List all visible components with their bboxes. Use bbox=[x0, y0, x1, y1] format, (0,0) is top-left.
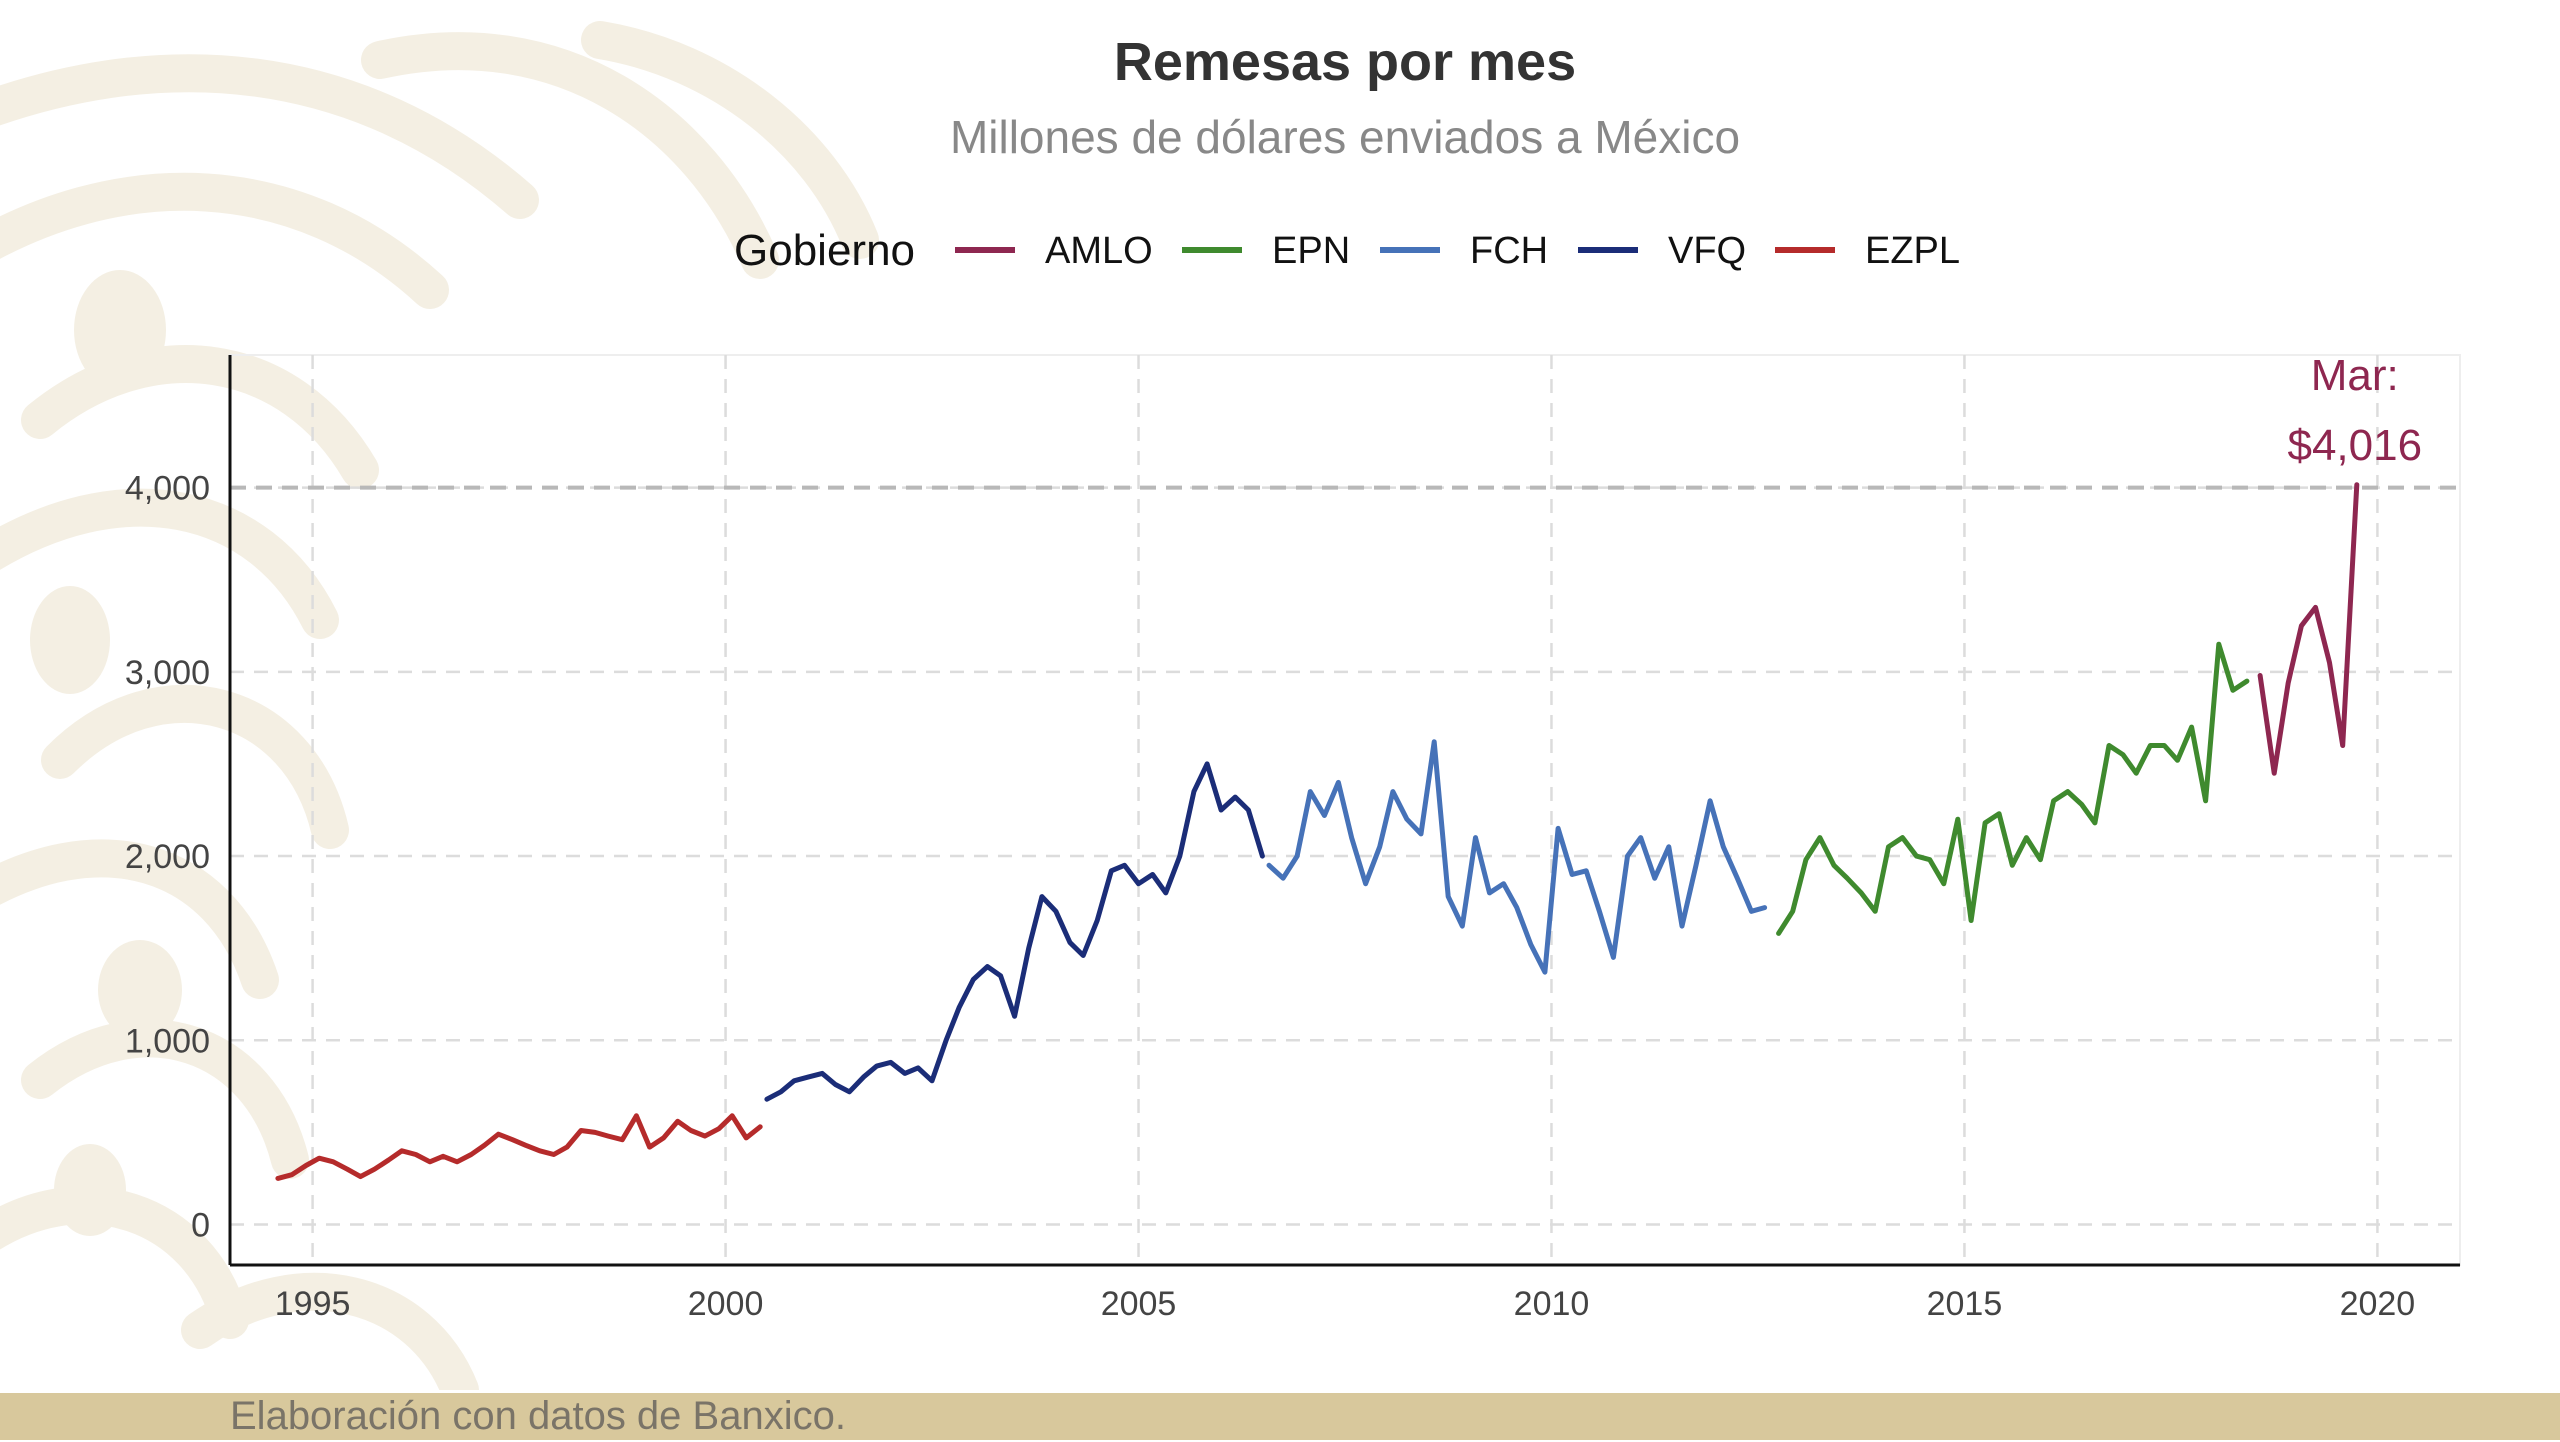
x-tick-label: 2020 bbox=[2340, 1285, 2416, 1323]
x-tick-label: 2010 bbox=[1514, 1285, 1590, 1323]
legend-label-vfq: VFQ bbox=[1668, 230, 1746, 272]
legend-item-ezpl: EZPL bbox=[1775, 230, 1960, 272]
annotation-label: Mar: bbox=[2311, 351, 2399, 400]
series-line-fch bbox=[1266, 739, 1768, 975]
legend-label-epn: EPN bbox=[1272, 230, 1350, 272]
y-tick-label: 3,000 bbox=[125, 654, 210, 692]
y-tick-label: 2,000 bbox=[125, 838, 210, 876]
legend-label-fch: FCH bbox=[1470, 230, 1548, 272]
annotation-value: $4,016 bbox=[2287, 421, 2422, 470]
chart-subtitle: Millones de dólares enviados a México bbox=[950, 111, 1740, 163]
legend-title: Gobierno bbox=[734, 226, 915, 275]
background-eagle-watermark bbox=[0, 21, 879, 1390]
source-note: Elaboración con datos de Banxico. bbox=[230, 1394, 846, 1438]
legend-item-epn: EPN bbox=[1182, 230, 1350, 272]
series-line-amlo bbox=[2257, 482, 2360, 776]
legend-item-fch: FCH bbox=[1380, 230, 1548, 272]
x-tick-label: 2005 bbox=[1101, 1285, 1177, 1323]
y-tick-label: 1,000 bbox=[125, 1022, 210, 1060]
chart-title: Remesas por mes bbox=[1114, 32, 1576, 92]
y-tick-label: 4,000 bbox=[125, 470, 210, 508]
legend-label-ezpl: EZPL bbox=[1865, 230, 1960, 272]
x-tick-label: 1995 bbox=[275, 1285, 351, 1323]
series-line-ezpl bbox=[275, 1113, 763, 1181]
legend-label-amlo: AMLO bbox=[1045, 230, 1153, 272]
x-tick-label: 2000 bbox=[688, 1285, 764, 1323]
series-line-epn bbox=[1776, 641, 2250, 936]
plot-area: 0 1,000 2,000 3,000 4,000 1995 2000 2005 2010 201… bbox=[125, 351, 2461, 1323]
legend-item-amlo: AMLO bbox=[955, 230, 1153, 272]
series-line-vfq bbox=[764, 761, 1265, 1102]
y-tick-label: 0 bbox=[191, 1206, 210, 1244]
footer-band bbox=[0, 1393, 2560, 1440]
legend-item-vfq: VFQ bbox=[1578, 230, 1746, 272]
legend: Gobierno AMLO EPN FCH VFQ EZPL bbox=[734, 226, 1960, 275]
x-tick-label: 2015 bbox=[1927, 1285, 2003, 1323]
